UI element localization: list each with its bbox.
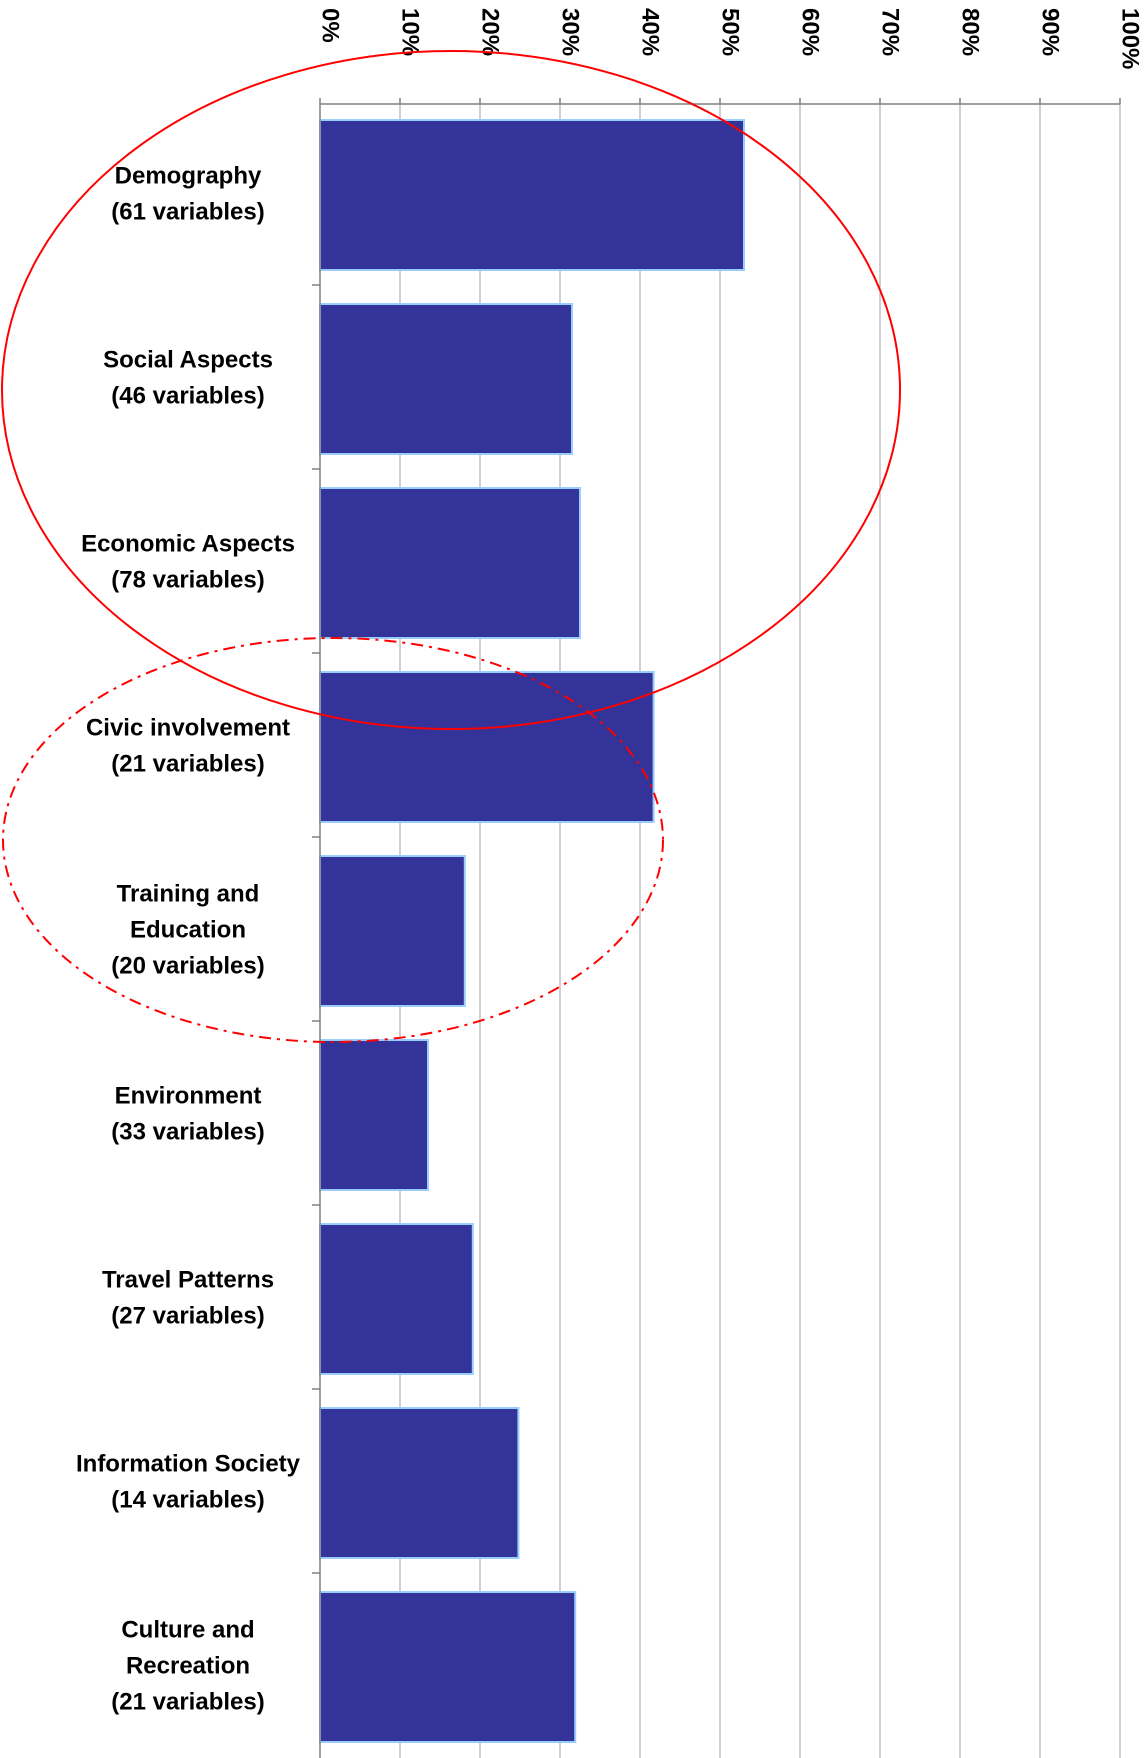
category-label-4: Training and Education (20 variables) (111, 880, 264, 979)
x-tick-label-1: 10% (397, 8, 424, 56)
bar-5 (319, 1039, 429, 1191)
annotation-ellipse-dashdot (2, 637, 664, 1043)
x-tick-label-5: 50% (717, 8, 744, 56)
bars (319, 119, 745, 1743)
x-tick-label-6: 60% (797, 8, 824, 56)
bar-7 (319, 1407, 520, 1559)
bar-3 (319, 671, 655, 823)
bar-1 (319, 303, 573, 455)
x-tick-label-3: 30% (557, 8, 584, 56)
category-label-6: Travel Patterns (27 variables) (102, 1266, 274, 1329)
category-label-2: Economic Aspects (78 variables) (81, 530, 295, 593)
x-tick-label-2: 20% (477, 8, 504, 56)
x-tick-label-4: 40% (637, 8, 664, 56)
bar-6 (319, 1223, 474, 1375)
axes (312, 98, 1121, 1758)
category-labels: Demography (61 variables) Social Aspects (4… (76, 162, 301, 1715)
category-label-7: Information Society (14 variables) (76, 1450, 301, 1513)
annotation-ellipse-solid (1, 50, 901, 730)
x-tick-label-8: 80% (957, 8, 984, 56)
tick-labels: 0% 10% 20% 30% 40% 50% 60% 70% 80% 90% 100% (317, 8, 1144, 69)
bar-0 (319, 119, 745, 271)
category-label-3: Civic involvement (21 variables) (86, 714, 290, 777)
category-label-8: Culture and Recreation (21 variables) (111, 1616, 264, 1715)
bar-4 (319, 855, 466, 1007)
x-tick-label-7: 70% (877, 8, 904, 56)
x-tick-label-10: 100% (1117, 8, 1144, 69)
category-label-0: Demography (61 variables) (111, 162, 264, 225)
bar-2 (319, 487, 581, 639)
annotations (1, 50, 901, 1043)
bar-8 (319, 1591, 577, 1743)
x-tick-label-0: 0% (317, 8, 344, 43)
category-label-1: Social Aspects (46 variables) (103, 346, 273, 409)
category-label-5: Environment (33 variables) (111, 1082, 264, 1145)
x-tick-label-9: 90% (1037, 8, 1064, 56)
